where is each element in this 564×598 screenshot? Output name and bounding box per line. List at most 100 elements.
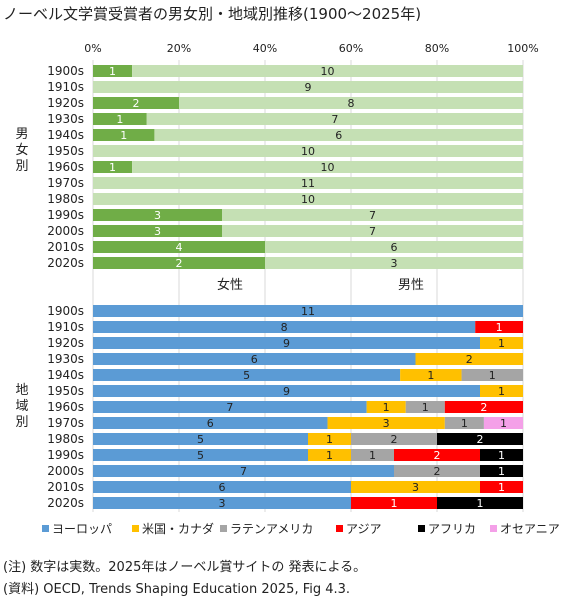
data-label: 1 — [498, 337, 505, 350]
data-label: 1 — [427, 369, 434, 382]
bar-segment — [179, 97, 523, 109]
y-tick-label: 2020s — [47, 256, 84, 270]
bar-segment — [93, 417, 328, 429]
bar-segment — [308, 433, 351, 445]
data-label: 1 — [369, 449, 376, 462]
y-tick-label: 1930s — [47, 112, 84, 126]
bar-segment — [93, 241, 265, 253]
data-label: 6 — [391, 241, 398, 254]
data-label: 7 — [226, 401, 233, 414]
data-label: 7 — [240, 465, 247, 478]
data-label: 9 — [305, 81, 312, 94]
bar-segment — [93, 433, 308, 445]
data-label: 3 — [154, 209, 161, 222]
bar-segment — [132, 161, 523, 173]
data-label: 2 — [480, 401, 487, 414]
data-label: 1 — [498, 465, 505, 478]
legend-swatch — [42, 525, 49, 532]
x-tick-label: 80% — [425, 42, 449, 55]
bar-segment — [265, 241, 523, 253]
bar-segment — [351, 433, 437, 445]
data-label: 1 — [461, 417, 468, 430]
data-label: 1 — [489, 369, 496, 382]
data-label: 5 — [197, 433, 204, 446]
legend-label: オセアニア — [500, 522, 560, 536]
group-label: 域 — [15, 399, 28, 414]
bar-segment — [400, 369, 462, 381]
bar-segment — [146, 113, 523, 125]
x-tick-label: 100% — [507, 42, 538, 55]
data-label: 1 — [383, 401, 390, 414]
data-label: 2 — [133, 97, 140, 110]
y-tick-label: 2020s — [47, 496, 84, 510]
bar-segment — [93, 401, 367, 413]
y-tick-label: 1980s — [47, 432, 84, 446]
data-label: 2 — [176, 257, 183, 270]
bar-segment — [483, 417, 523, 429]
chart-title: ノーベル文学賞受賞者の男女別・地域別推移(1900～2025年) — [3, 5, 422, 23]
y-tick-label: 1900s — [47, 64, 84, 78]
y-tick-label: 1990s — [47, 448, 84, 462]
bar-segment — [437, 433, 523, 445]
bar-segment — [93, 225, 222, 237]
data-label: 1 — [500, 417, 507, 430]
bar-segment — [480, 385, 523, 397]
bar-segment — [351, 481, 480, 493]
data-label: 7 — [369, 225, 376, 238]
y-tick-label: 1960s — [47, 160, 84, 174]
bar-segment — [93, 353, 416, 365]
bar-segment — [93, 129, 155, 141]
bar-segment — [93, 497, 351, 509]
bar-segment — [480, 337, 523, 349]
y-tick-label: 1900s — [47, 304, 84, 318]
group-label: 男 — [15, 127, 28, 142]
bar-segment — [405, 401, 445, 413]
legend-label-female: 女性 — [217, 277, 243, 293]
bar-segment — [308, 449, 351, 461]
legend-label: アジア — [346, 522, 382, 536]
bar-segment — [93, 305, 523, 317]
y-tick-label: 1920s — [47, 96, 84, 110]
data-label: 2 — [466, 353, 473, 366]
bar-segment — [480, 481, 523, 493]
data-label: 6 — [335, 129, 342, 142]
bar-segment — [265, 257, 523, 269]
bar-segment — [93, 369, 401, 381]
y-tick-label: 2000s — [47, 224, 84, 238]
group-label: 地 — [15, 383, 28, 398]
data-label: 1 — [120, 129, 127, 142]
bar-segment — [222, 209, 523, 221]
y-tick-label: 1930s — [47, 352, 84, 366]
data-label: 10 — [301, 145, 315, 158]
data-label: 3 — [154, 225, 161, 238]
bar-segment — [93, 321, 476, 333]
y-tick-label: 2010s — [47, 240, 84, 254]
data-label: 7 — [369, 209, 376, 222]
data-label: 4 — [176, 241, 183, 254]
bar-segment — [480, 465, 523, 477]
data-label: 11 — [301, 305, 315, 318]
bar-segment — [93, 113, 147, 125]
data-label: 3 — [219, 497, 226, 510]
bar-segment — [480, 449, 523, 461]
bar-segment — [222, 225, 523, 237]
data-label: 7 — [331, 113, 338, 126]
y-tick-label: 1940s — [47, 368, 84, 382]
data-label: 5 — [197, 449, 204, 462]
y-tick-label: 2010s — [47, 480, 84, 494]
y-tick-label: 2000s — [47, 464, 84, 478]
bar-segment — [394, 465, 480, 477]
data-label: 1 — [109, 65, 116, 78]
legend-swatch — [132, 525, 139, 532]
data-label: 10 — [321, 161, 335, 174]
bar-segment — [415, 353, 523, 365]
bar-segment — [93, 161, 133, 173]
x-tick-label: 20% — [167, 42, 191, 55]
bar-segment — [475, 321, 523, 333]
data-label: 1 — [477, 497, 484, 510]
bar-segment — [351, 497, 437, 509]
legend-label: アフリカ — [428, 522, 476, 536]
data-label: 2 — [391, 433, 398, 446]
data-label: 6 — [207, 417, 214, 430]
data-label: 3 — [412, 481, 419, 494]
